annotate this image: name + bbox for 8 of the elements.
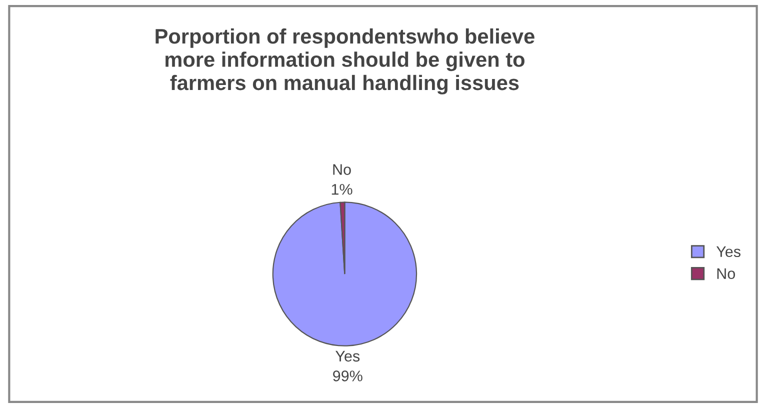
slice-label: Yes [336, 350, 360, 362]
data-label: 1% [332, 184, 352, 195]
pie-slice [272, 202, 418, 346]
legend-label: Yes [716, 246, 740, 258]
data-label: 99% [333, 370, 362, 382]
chart-title: Porportion of respondentswho believe more information should be given to farmers on manual handling issues [156, 28, 534, 94]
legend-label: No [717, 268, 735, 280]
slice-label: No [333, 164, 351, 175]
